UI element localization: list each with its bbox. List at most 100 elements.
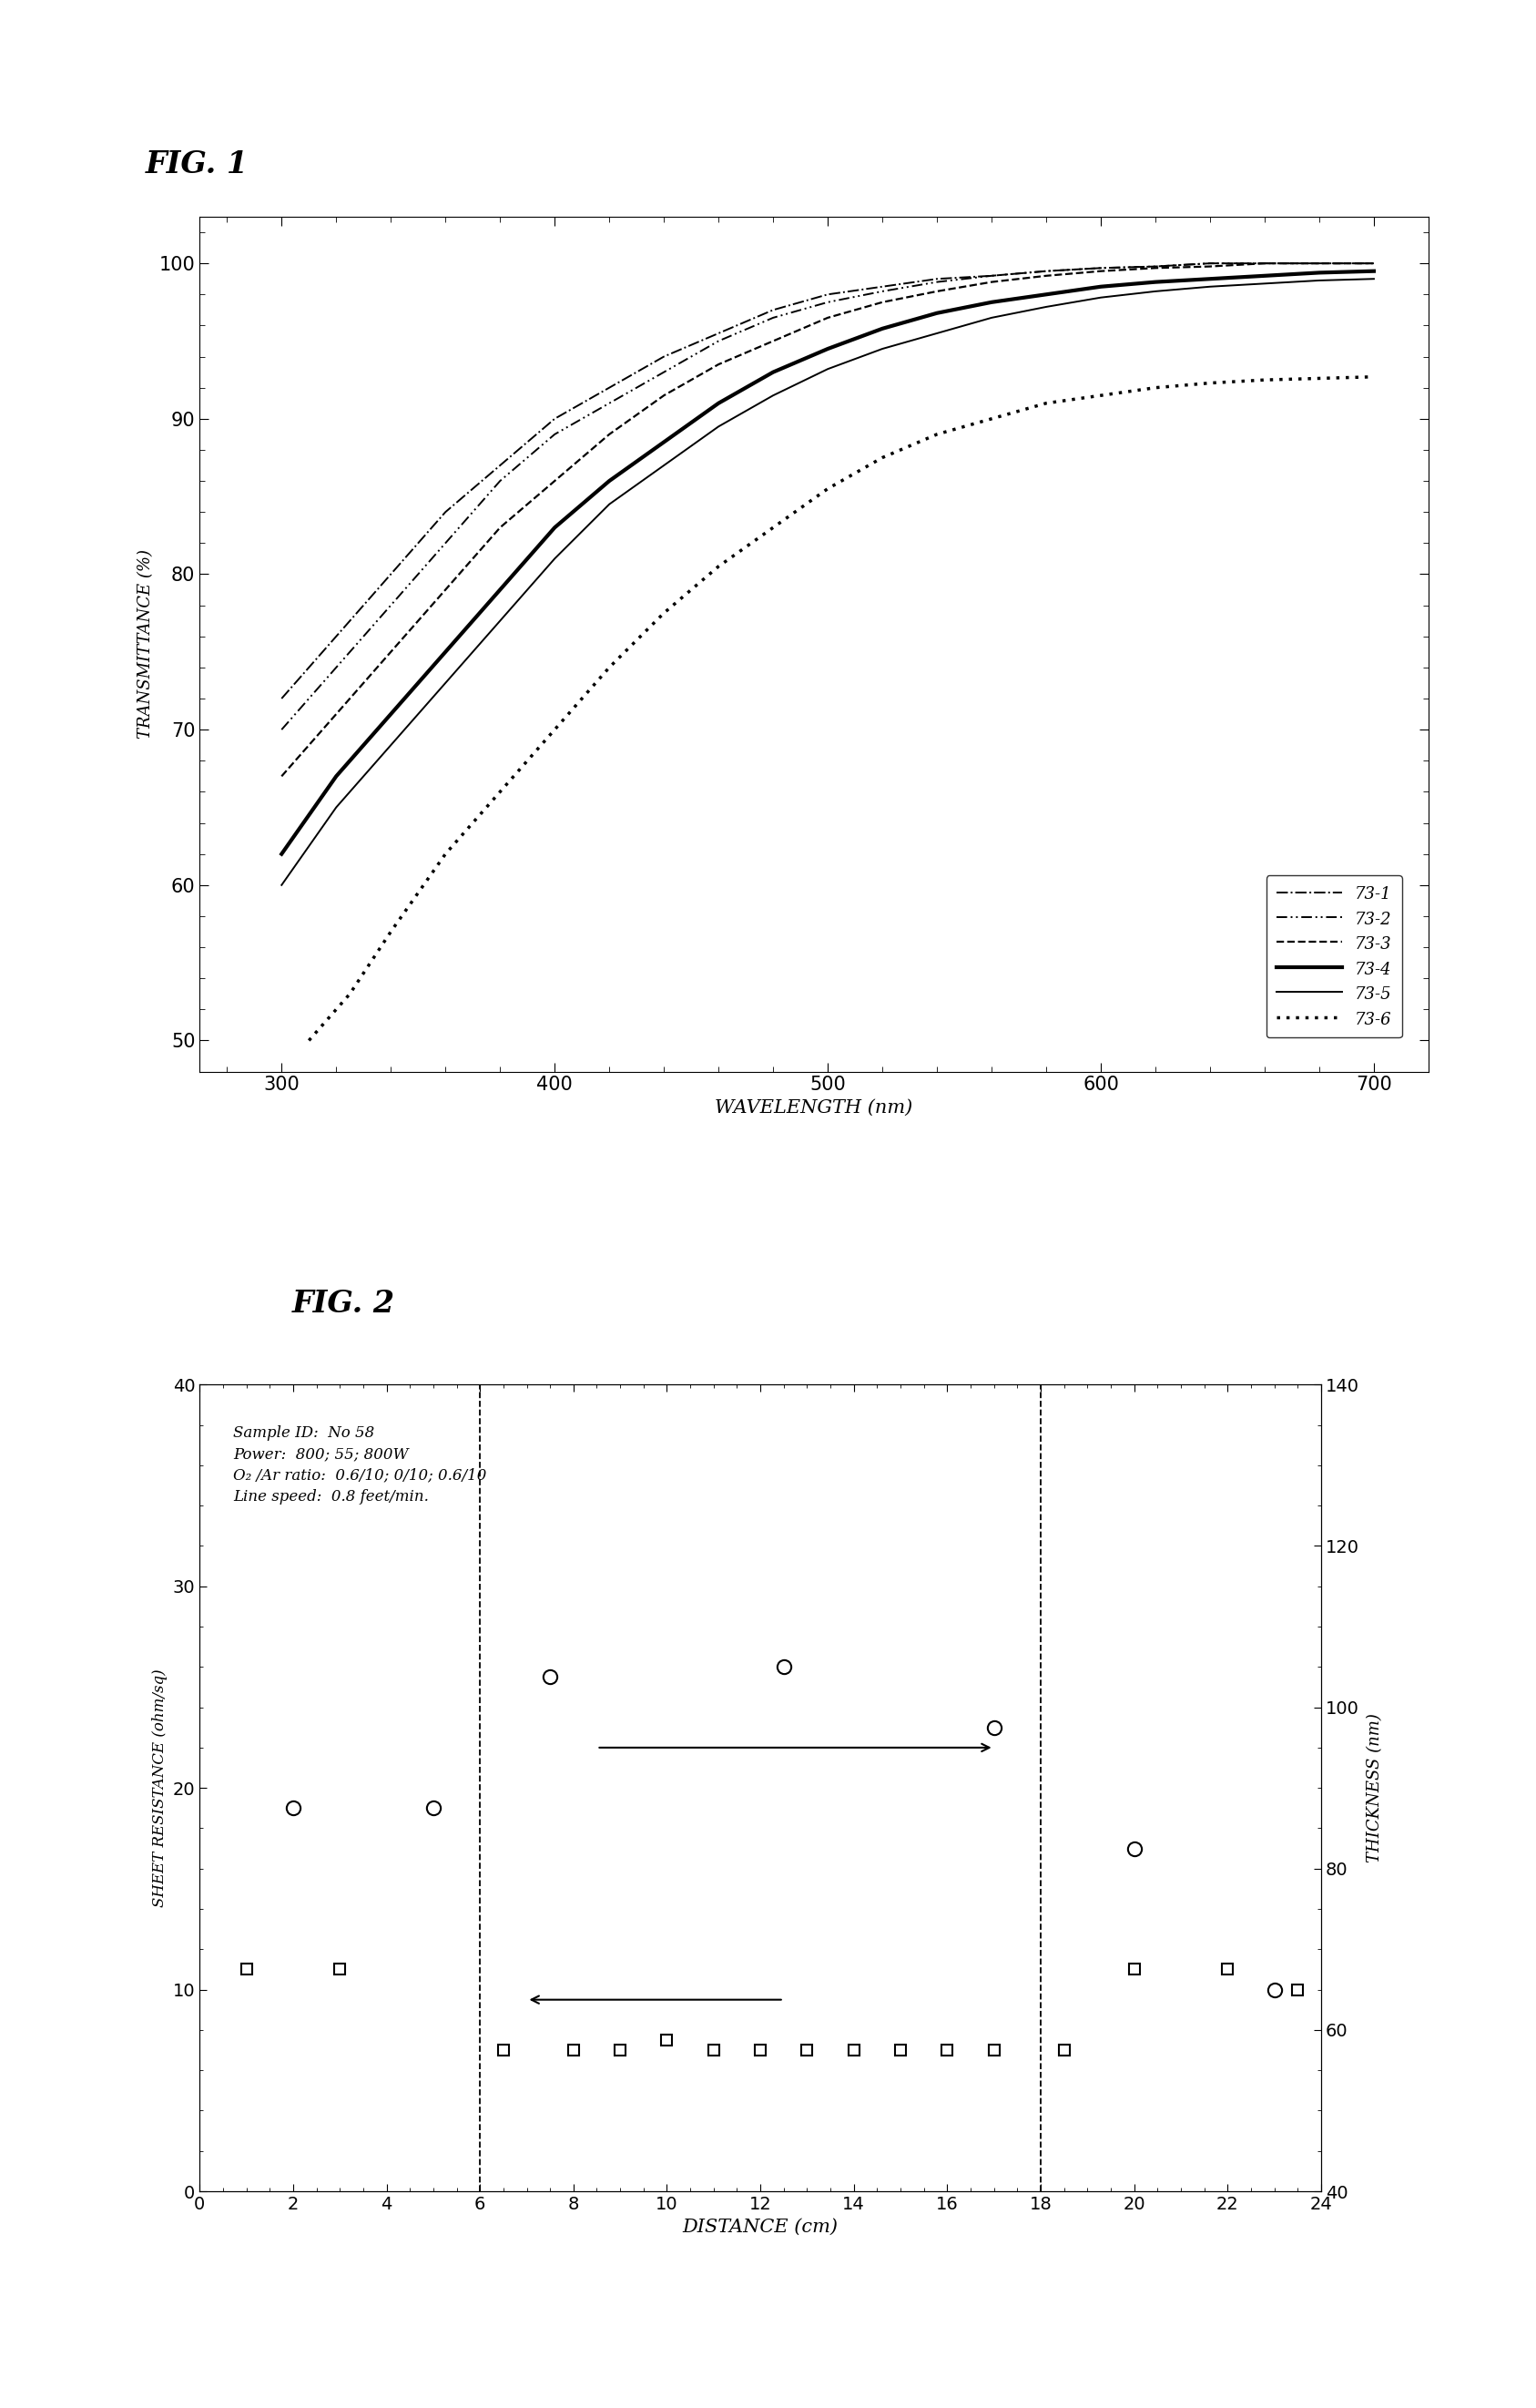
73-5 — [819, 354, 837, 383]
73-2 — [1092, 253, 1111, 282]
73-2 — [1255, 248, 1273, 277]
73-2 — [272, 715, 290, 744]
73-6 — [341, 980, 359, 1009]
73-3 — [654, 380, 673, 409]
73-2 — [545, 419, 564, 448]
73-2 — [654, 359, 673, 388]
73-2 — [1146, 253, 1164, 282]
73-1 — [601, 373, 619, 402]
73-6 — [436, 840, 455, 869]
73-5 — [1364, 265, 1382, 294]
73-2 — [1310, 248, 1329, 277]
73-3 — [872, 289, 891, 318]
73-4 — [1146, 267, 1164, 296]
73-6 — [300, 1026, 318, 1055]
73-6 — [1255, 366, 1273, 395]
73-4 — [1364, 258, 1382, 287]
73-6 — [545, 715, 564, 744]
73-2 — [327, 653, 346, 681]
73-4 — [601, 467, 619, 496]
73-3 — [710, 349, 728, 378]
73-5 — [327, 792, 346, 821]
73-5 — [654, 450, 673, 479]
73-1 — [436, 498, 455, 527]
73-3 — [1201, 253, 1220, 282]
73-5 — [763, 380, 782, 409]
73-5 — [381, 730, 399, 759]
73-6 — [928, 419, 946, 448]
73-1 — [819, 279, 837, 308]
73-4 — [1092, 272, 1111, 301]
73-6 — [1092, 380, 1111, 409]
Line: 73-3: 73-3 — [281, 262, 1373, 775]
73-3 — [928, 277, 946, 306]
73-4 — [1037, 279, 1055, 308]
73-4 — [1201, 265, 1220, 294]
73-6 — [381, 917, 399, 946]
73-2 — [710, 327, 728, 356]
Line: 73-2: 73-2 — [281, 262, 1373, 730]
73-3 — [327, 701, 346, 730]
73-1 — [710, 318, 728, 347]
73-1 — [1310, 248, 1329, 277]
73-4 — [327, 761, 346, 790]
73-4 — [492, 576, 510, 604]
73-2 — [1201, 248, 1220, 277]
73-1 — [872, 272, 891, 301]
73-5 — [272, 872, 290, 901]
73-2 — [983, 262, 1001, 291]
73-1 — [654, 342, 673, 371]
73-2 — [1037, 258, 1055, 287]
73-2 — [872, 277, 891, 306]
73-3 — [1037, 262, 1055, 291]
73-1 — [545, 405, 564, 433]
73-4 — [436, 638, 455, 667]
73-5 — [492, 607, 510, 636]
73-1 — [1092, 253, 1111, 282]
73-1 — [272, 684, 290, 713]
73-4 — [545, 513, 564, 542]
73-1 — [381, 559, 399, 588]
73-4 — [819, 335, 837, 364]
73-4 — [654, 429, 673, 458]
Y-axis label: THICKNESS (nm): THICKNESS (nm) — [1367, 1714, 1382, 1861]
Legend: 73-1, 73-2, 73-3, 73-4, 73-5, 73-6: 73-1, 73-2, 73-3, 73-4, 73-5, 73-6 — [1266, 874, 1402, 1038]
73-3 — [272, 761, 290, 790]
73-6 — [601, 653, 619, 681]
73-1 — [1364, 248, 1382, 277]
73-3 — [1364, 248, 1382, 277]
73-3 — [1310, 248, 1329, 277]
73-3 — [763, 327, 782, 356]
73-6 — [819, 474, 837, 503]
Text: FIG. 2: FIG. 2 — [292, 1288, 395, 1320]
73-5 — [1146, 277, 1164, 306]
73-6 — [872, 443, 891, 472]
73-6 — [1037, 388, 1055, 417]
73-6 — [710, 551, 728, 580]
73-6 — [1310, 364, 1329, 393]
73-3 — [1146, 253, 1164, 282]
73-3 — [601, 419, 619, 448]
73-1 — [1255, 248, 1273, 277]
73-4 — [1255, 262, 1273, 291]
Line: 73-4: 73-4 — [281, 272, 1373, 855]
73-2 — [928, 267, 946, 296]
X-axis label: WAVELENGTH (nm): WAVELENGTH (nm) — [716, 1100, 912, 1117]
Line: 73-6: 73-6 — [309, 376, 1373, 1040]
73-6 — [983, 405, 1001, 433]
73-2 — [436, 530, 455, 559]
Text: FIG. 1: FIG. 1 — [146, 149, 249, 181]
73-6 — [492, 778, 510, 807]
73-3 — [545, 467, 564, 496]
73-1 — [983, 262, 1001, 291]
73-5 — [1201, 272, 1220, 301]
73-4 — [763, 359, 782, 388]
73-3 — [381, 638, 399, 667]
Text: Sample ID:  No 58
Power:  800; 55; 800W
O₂ /Ar ratio:  0.6/10; 0/10; 0.6/10
Line: Sample ID: No 58 Power: 800; 55; 800W O₂… — [233, 1426, 487, 1505]
Line: 73-5: 73-5 — [281, 279, 1373, 886]
73-1 — [327, 621, 346, 650]
73-5 — [1310, 265, 1329, 294]
73-4 — [710, 388, 728, 417]
73-6 — [1201, 368, 1220, 397]
73-5 — [601, 489, 619, 518]
